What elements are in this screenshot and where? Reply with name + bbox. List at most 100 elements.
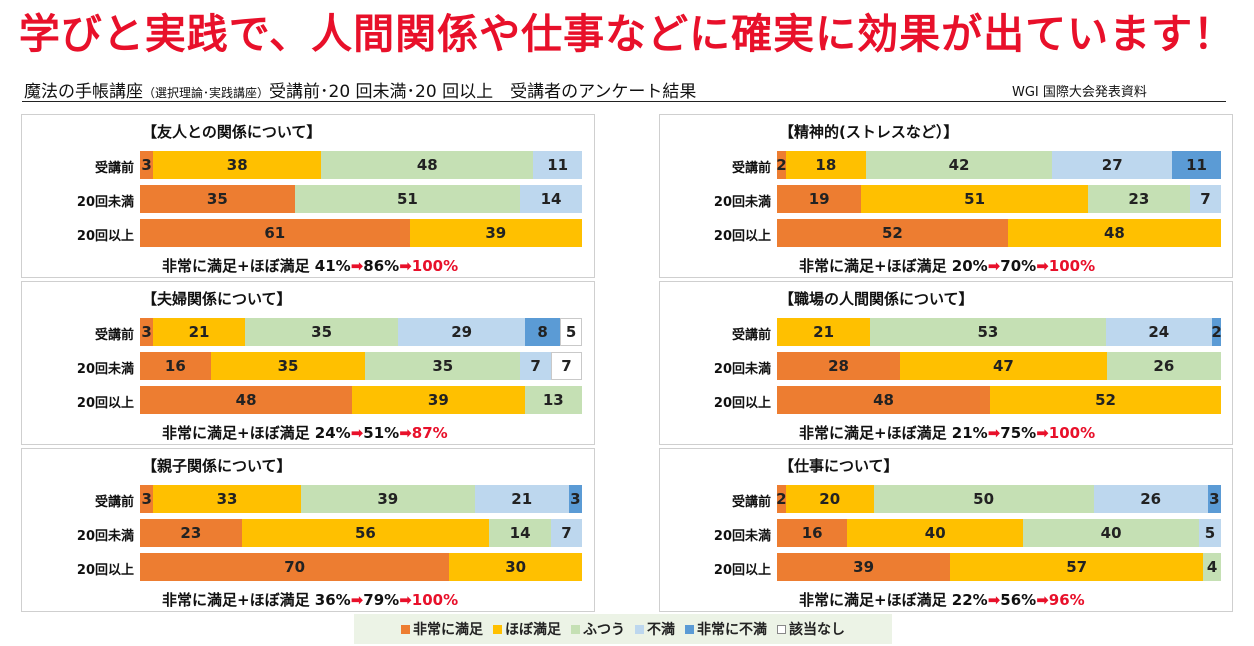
- bar-segment: 13: [524, 386, 582, 414]
- legend-label: 不満: [647, 622, 675, 638]
- row-label: 受講前: [731, 161, 771, 176]
- summary-value: 100%: [1048, 257, 1096, 275]
- data-label: 4: [1206, 558, 1218, 576]
- subtitle-note: （選択理論･実践講座）: [143, 86, 270, 100]
- bar-segment: 30: [449, 553, 582, 581]
- data-label: 20: [819, 490, 841, 508]
- chart-title: 【精神的(ストレスなど）】: [779, 123, 959, 141]
- row-label: 20回以上: [713, 563, 771, 578]
- bar-segment: 52: [990, 386, 1221, 414]
- summary-label: 非常に満足+ほぼ満足: [162, 424, 315, 442]
- legend-item: 非常に不満: [685, 619, 767, 639]
- row-label: 20回以上: [76, 396, 134, 411]
- bar-segment: 53: [870, 318, 1106, 346]
- subtitle: 魔法の手帳講座（選択理論･実践講座）受講前･20 回未満･20 回以上 受講者の…: [24, 77, 696, 102]
- data-label: 51: [964, 190, 986, 208]
- bar-segment: 3: [140, 485, 154, 513]
- chart-title: 【友人との関係について】: [142, 123, 322, 141]
- bar-segment: 27: [1052, 151, 1173, 179]
- data-label: 39: [377, 490, 399, 508]
- row-label: 20回未満: [713, 195, 771, 210]
- chart-title: 【仕事について】: [779, 457, 899, 475]
- arrow-icon: ➡: [1036, 257, 1049, 275]
- data-label: 35: [206, 190, 228, 208]
- arrow-icon: ➡: [399, 424, 412, 442]
- bar-segment: 7: [520, 352, 552, 380]
- data-label: 26: [1153, 357, 1175, 375]
- legend-item: ふつう: [571, 619, 625, 639]
- data-label: 21: [188, 323, 210, 341]
- legend-swatch: [571, 624, 580, 634]
- data-label: 42: [948, 156, 970, 174]
- summary-label: 非常に満足+ほぼ満足: [162, 591, 315, 609]
- arrow-icon: ➡: [399, 591, 412, 609]
- row-label: 20回以上: [76, 563, 134, 578]
- bar-segment: 18: [785, 151, 866, 179]
- bar-segment: 5: [560, 318, 582, 346]
- data-label: 24: [1148, 323, 1170, 341]
- legend-label: 非常に満足: [413, 622, 483, 638]
- summary-line: 非常に満足+ほぼ満足 22%➡56%➡96%: [799, 589, 1085, 610]
- bar-segment: 61: [140, 219, 410, 247]
- data-label: 13: [542, 391, 564, 409]
- summary-value: 56%: [1000, 591, 1037, 609]
- bar-segment: 56: [241, 519, 490, 547]
- header-rule: [22, 101, 1226, 102]
- bar-segment: 4: [1203, 553, 1221, 581]
- bar-segment: 11: [1172, 151, 1221, 179]
- bar-segment: 48: [777, 386, 991, 414]
- row-label: 20回以上: [713, 396, 771, 411]
- bar-row: 19 51 23 7: [777, 185, 1221, 213]
- bar-segment: 5: [1199, 519, 1221, 547]
- data-label: 48: [235, 391, 257, 409]
- row-label: 受講前: [731, 328, 771, 343]
- bar-row: 16 35 35 7 7: [140, 352, 582, 380]
- bar-row: 3 33 39 21 3: [140, 485, 582, 513]
- data-label: 8: [537, 323, 548, 341]
- summary-value: 51%: [363, 424, 400, 442]
- bar-segment: 42: [865, 151, 1053, 179]
- data-label: 3: [570, 490, 581, 508]
- legend-label: 該当なし: [789, 622, 845, 638]
- bar-segment: 14: [520, 185, 582, 213]
- data-label: 3: [141, 156, 152, 174]
- subtitle-groups: 受講前･20 回未満･20 回以上 受講者のアンケート結果: [269, 82, 697, 102]
- bar-segment: 51: [294, 185, 521, 213]
- summary-line: 非常に満足+ほぼ満足 20%➡70%➡100%: [799, 255, 1095, 276]
- summary-value: 96%: [1048, 591, 1085, 609]
- data-label: 39: [427, 391, 449, 409]
- row-label: 20回以上: [713, 229, 771, 244]
- bar-segment: 7: [551, 519, 582, 547]
- data-label: 48: [1103, 224, 1125, 242]
- bar-segment: 35: [210, 352, 366, 380]
- data-label: 11: [1186, 156, 1207, 174]
- bar-segment: 3: [140, 318, 154, 346]
- arrow-icon: ➡: [350, 424, 364, 442]
- chart-title: 【親子関係について】: [142, 457, 292, 475]
- data-label: 28: [828, 357, 849, 375]
- data-label: 2: [776, 490, 787, 508]
- row-label: 受講前: [94, 495, 134, 510]
- source-label: WGI 国際大会発表資料: [1012, 85, 1147, 100]
- data-label: 39: [485, 224, 507, 242]
- bar-segment: 11: [533, 151, 582, 179]
- bar-segment: 50: [873, 485, 1094, 513]
- data-label: 30: [505, 558, 527, 576]
- bar-segment: 35: [365, 352, 521, 380]
- bar-segment: 26: [1106, 352, 1221, 380]
- legend-item: 不満: [635, 619, 675, 639]
- bar-segment: 29: [398, 318, 526, 346]
- data-label: 23: [180, 524, 202, 542]
- data-label: 23: [1128, 190, 1150, 208]
- legend-swatch: [401, 624, 410, 634]
- bar-segment: 2: [776, 151, 787, 179]
- legend-swatch: [685, 624, 694, 634]
- data-label: 2: [1211, 323, 1222, 341]
- legend-item: ほぼ満足: [493, 619, 561, 639]
- bar-segment: 16: [140, 352, 211, 380]
- headline: 学びと実践で、人間関係や仕事などに確実に効果が出ています！: [18, 10, 1236, 58]
- bar-segment: 2: [776, 485, 787, 513]
- arrow-icon: ➡: [1036, 424, 1049, 442]
- row-label: 20回未満: [76, 529, 134, 544]
- summary-label: 非常に満足+ほぼ満足: [799, 257, 952, 275]
